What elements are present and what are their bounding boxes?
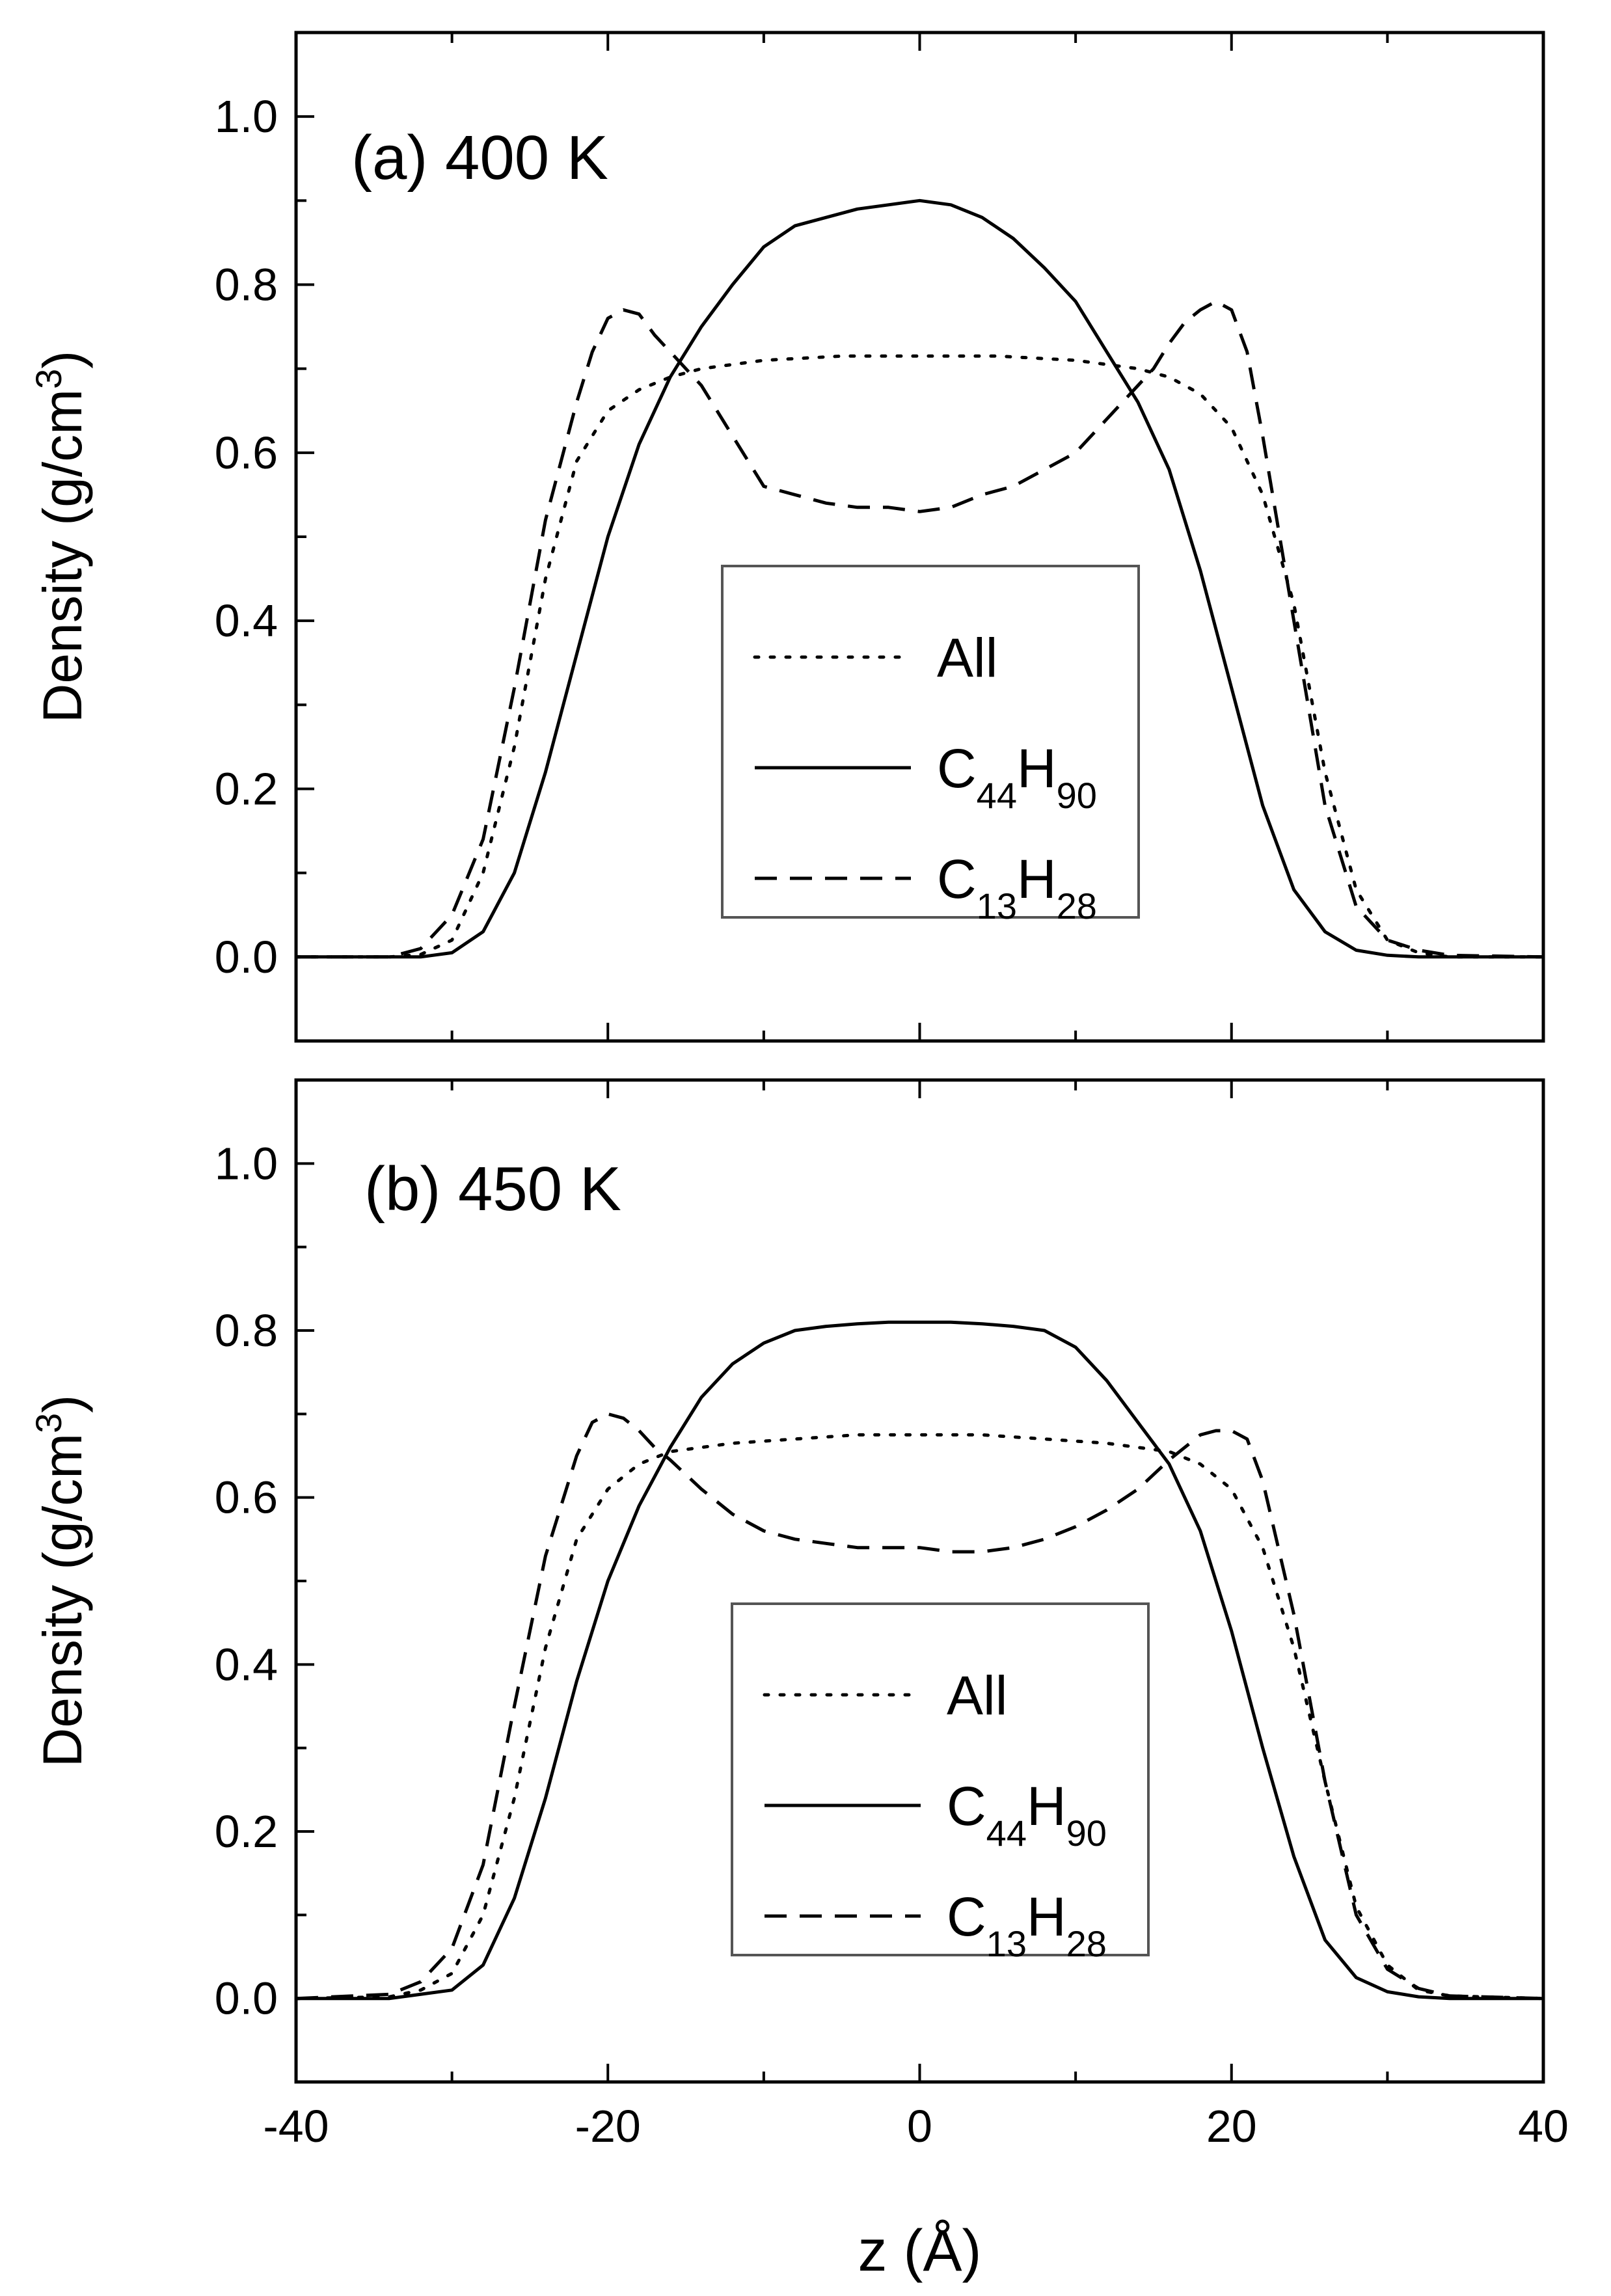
series-line-c44h90	[296, 1320, 1543, 2001]
x-tick-label: 20	[1206, 2101, 1257, 2152]
series-line-c13h28	[296, 1412, 1543, 2001]
x-tick-label: 0	[907, 2101, 932, 2152]
y-tick-label: 0.8	[215, 260, 278, 310]
y-tick-label: 0.6	[215, 427, 278, 478]
legend-label-c44h90: C44H90	[947, 1776, 1107, 1854]
y-tick-label: 0.2	[215, 764, 278, 815]
y-tick-label: 1.0	[215, 1138, 278, 1189]
legend-label-all: All	[937, 627, 997, 688]
legend-label-all: All	[947, 1665, 1007, 1726]
legend-label-c44h90: C44H90	[937, 738, 1097, 816]
legend-box	[731, 1602, 1150, 1956]
y-tick-label: 0.8	[215, 1305, 278, 1356]
legend: All C44H90 C13H28	[721, 565, 1140, 926]
x-axis-label: z (Å)	[858, 2219, 982, 2284]
panel-title: (a) 400 K	[351, 123, 608, 193]
series-line-all	[296, 1433, 1543, 2001]
series-line-c13h28	[296, 299, 1543, 959]
legend-box	[721, 565, 1140, 919]
panel-a: 0.0 0.2 0.4 0.6 0.8 1.0 Density (g/cm3) (a) 400…	[28, 31, 1545, 1043]
series-line-c44h90	[296, 198, 1543, 959]
legend: All C44H90 C13H28	[731, 1602, 1150, 1964]
y-tick-label: 0.4	[215, 595, 278, 646]
y-tick-label: 0.4	[215, 1639, 278, 1690]
legend-label-c13h28: C13H28	[947, 1886, 1107, 1964]
y-tick-label: 0.0	[215, 932, 278, 982]
panel-title: (b) 450 K	[364, 1154, 621, 1224]
y-tick-label: 0.0	[215, 1973, 278, 2024]
y-axis-label: Density (g/cm3)	[28, 351, 94, 723]
y-tick-label: 1.0	[215, 91, 278, 142]
x-tick-label: 40	[1518, 2101, 1569, 2152]
y-axis-label: Density (g/cm3)	[28, 1395, 94, 1768]
panel-b: 0.0 0.2 0.4 0.6 0.8 1.0 -40 -20 0 20 40 Density (g/…	[28, 1078, 1569, 2284]
legend-label-c13h28: C13H28	[937, 848, 1097, 926]
series-line-all	[296, 354, 1543, 959]
x-tick-label: -40	[263, 2101, 329, 2152]
x-tick-label: -20	[575, 2101, 641, 2152]
y-tick-label: 0.2	[215, 1806, 278, 1857]
y-tick-label: 0.6	[215, 1472, 278, 1523]
